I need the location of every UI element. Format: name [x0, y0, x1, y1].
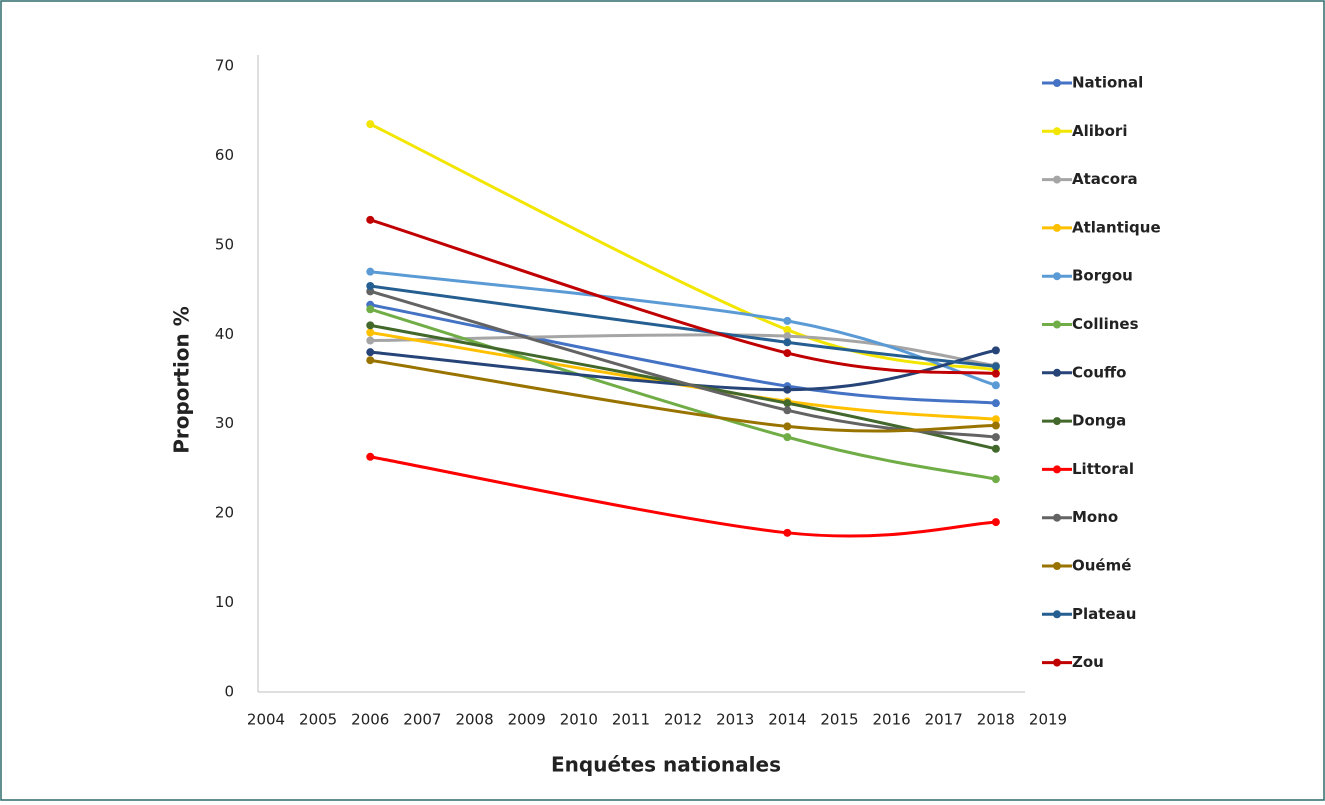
legend-marker [1053, 223, 1061, 232]
legend-label: Alibori [1072, 122, 1127, 140]
point [366, 215, 375, 224]
x-tick-label: 2016 [873, 711, 911, 729]
x-axis-title: Enquétes nationales [551, 753, 781, 777]
point [991, 433, 1000, 442]
x-tick-label: 2011 [612, 711, 650, 729]
x-tick-label: 2015 [820, 711, 858, 729]
y-tick-label: 20 [215, 504, 234, 522]
legend-label: Ouémé [1072, 557, 1131, 575]
point [783, 422, 792, 431]
point [991, 399, 1000, 408]
point [783, 338, 792, 347]
series-line [370, 333, 997, 368]
y-axis-title: Proportion % [170, 306, 194, 454]
point [991, 421, 1000, 430]
x-tick-label: 2014 [768, 711, 806, 729]
point [783, 332, 792, 341]
legend-label: Mono [1072, 508, 1118, 526]
point [366, 305, 375, 314]
point [783, 399, 792, 408]
point [783, 433, 792, 442]
point [991, 444, 1000, 453]
series-line [370, 348, 997, 392]
y-tick-label: 40 [215, 325, 234, 343]
legend-label: Atacora [1072, 170, 1138, 188]
legend-marker [1053, 368, 1061, 377]
series-line [369, 218, 997, 376]
point [366, 328, 375, 337]
x-tick-label: 2004 [247, 711, 285, 729]
legend-label: Couffo [1072, 363, 1126, 381]
y-tick-label: 10 [215, 593, 234, 611]
point [366, 120, 375, 129]
point [991, 369, 1000, 378]
point [783, 528, 792, 537]
x-tick-label: 2018 [977, 711, 1015, 729]
point [991, 415, 1000, 424]
series-line [369, 307, 997, 481]
y-tick-label: 30 [215, 414, 234, 432]
legend-marker [1053, 610, 1061, 619]
legend-marker [1053, 127, 1061, 136]
x-tick-label: 2017 [925, 711, 963, 729]
legend-label: Collines [1072, 315, 1139, 333]
legend-label: Littoral [1072, 460, 1134, 478]
legend-label: National [1072, 74, 1143, 92]
point [991, 518, 1000, 527]
legend-marker [1053, 175, 1061, 184]
point [991, 381, 1000, 390]
point [366, 356, 375, 365]
point [783, 316, 792, 325]
y-tick-label: 70 [215, 57, 234, 75]
y-tick-label: 50 [215, 235, 234, 253]
legend-marker [1053, 320, 1061, 329]
x-tick-label: 2007 [403, 711, 441, 729]
legend-marker [1053, 272, 1061, 281]
y-tick-label: 0 [224, 683, 234, 701]
x-tick-label: 2013 [716, 711, 754, 729]
point [783, 385, 792, 394]
point [366, 321, 375, 330]
series-line [369, 455, 996, 538]
legend-marker [1053, 465, 1061, 474]
series-line [369, 303, 996, 405]
x-tick-label: 2005 [299, 711, 337, 729]
point [366, 336, 375, 345]
legend-marker [1053, 417, 1061, 426]
series-line [370, 358, 996, 433]
legend-label: Donga [1072, 412, 1126, 430]
legend-label: Borgou [1072, 267, 1133, 285]
point [783, 406, 792, 415]
series-line [369, 323, 997, 451]
series-line [369, 289, 997, 439]
point [783, 325, 792, 334]
point [991, 346, 1000, 355]
legend-marker [1053, 513, 1061, 522]
point [366, 281, 375, 290]
point [783, 349, 792, 358]
x-tick-label: 2019 [1029, 711, 1067, 729]
x-tick-label: 2012 [664, 711, 702, 729]
point [991, 475, 1000, 484]
point [366, 348, 375, 357]
x-tick-label: 2010 [560, 711, 598, 729]
point [366, 452, 375, 461]
legend-label: Atlantique [1072, 218, 1161, 236]
point [991, 362, 1000, 371]
legend-marker [1053, 79, 1061, 87]
y-tick-label: 60 [215, 146, 234, 164]
legend-label: Plateau [1072, 605, 1136, 623]
x-tick-label: 2006 [351, 711, 389, 729]
legend-marker [1053, 562, 1061, 570]
x-tick-label: 2008 [455, 711, 493, 729]
point [366, 267, 375, 276]
x-tick-label: 2009 [508, 711, 546, 729]
legend-label: Zou [1072, 653, 1104, 671]
legend-marker [1053, 658, 1061, 667]
series-line [370, 284, 997, 368]
